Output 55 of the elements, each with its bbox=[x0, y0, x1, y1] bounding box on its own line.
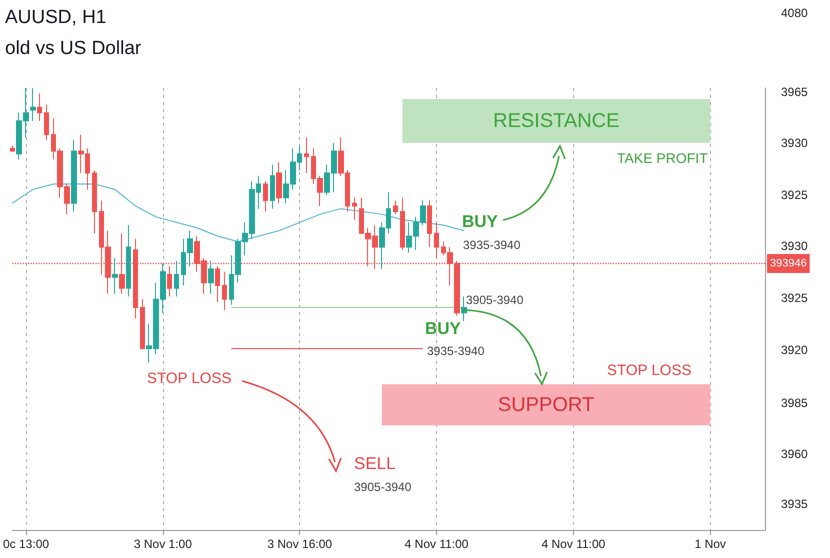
candlestick bbox=[208, 260, 214, 294]
candlestick bbox=[461, 296, 467, 322]
x-tick-label: 3 Nov 16:00 bbox=[267, 537, 332, 551]
x-tick-label: 0c 13:00 bbox=[2, 537, 50, 551]
text: 3925 bbox=[781, 291, 808, 305]
candlestick bbox=[174, 260, 179, 297]
band-label: RESISTANCE bbox=[493, 110, 620, 132]
annotation: 3905-3940 bbox=[466, 293, 524, 307]
annotation: 3935-3940 bbox=[427, 344, 485, 358]
band-label: SUPPORT bbox=[498, 394, 594, 416]
text: 3930 bbox=[781, 239, 808, 253]
text: 3905-3940 bbox=[354, 480, 412, 494]
candlestick bbox=[276, 162, 282, 204]
candlestick bbox=[215, 266, 220, 302]
candlestick bbox=[434, 222, 439, 259]
candlestick bbox=[112, 258, 118, 294]
candlestick bbox=[427, 200, 432, 248]
text: 3935 bbox=[781, 497, 808, 511]
candlestick bbox=[126, 224, 131, 297]
candlestick bbox=[37, 92, 42, 122]
annotation: TAKE PROFIT bbox=[617, 150, 708, 166]
candlestick bbox=[44, 104, 49, 141]
text: 393946 bbox=[770, 258, 807, 270]
chart-title: AUUSD, H1 bbox=[5, 7, 106, 28]
text: 3920 bbox=[781, 343, 808, 357]
candlestick bbox=[352, 197, 357, 220]
candlestick bbox=[400, 197, 405, 250]
text: 3985 bbox=[781, 396, 808, 410]
x-tick-label: 4 Nov 11:00 bbox=[404, 537, 469, 551]
candlestick bbox=[167, 266, 172, 297]
annotation: BUY bbox=[425, 319, 462, 338]
candlestick bbox=[92, 170, 97, 234]
text: 3925 bbox=[781, 188, 808, 202]
chart-subtitle: old vs US Dollar bbox=[5, 38, 142, 59]
text: 4080 bbox=[781, 6, 808, 20]
x-tick-label: 3 Nov 1:00 bbox=[134, 537, 192, 551]
candlestick bbox=[71, 140, 77, 212]
candlestick bbox=[304, 136, 309, 174]
text: SELL bbox=[354, 454, 396, 473]
text: 3965 bbox=[781, 85, 808, 99]
candlestick bbox=[140, 298, 145, 350]
candlestick bbox=[263, 180, 268, 212]
text: 3930 bbox=[781, 136, 808, 150]
candlestick bbox=[222, 271, 227, 311]
candlestick bbox=[270, 164, 275, 210]
x-tick-label: 1 Nov bbox=[694, 537, 726, 551]
annotation: STOP LOSS bbox=[607, 362, 692, 379]
candlestick bbox=[10, 145, 15, 152]
candlestick bbox=[393, 200, 398, 215]
text: STOP LOSS bbox=[147, 370, 232, 387]
text: 3960 bbox=[781, 447, 808, 461]
annotation: BUY bbox=[462, 212, 499, 231]
candlestick bbox=[30, 88, 36, 122]
annotation: 3935-3940 bbox=[463, 238, 521, 252]
x-tick-label: 4 Nov 11:00 bbox=[542, 537, 606, 551]
